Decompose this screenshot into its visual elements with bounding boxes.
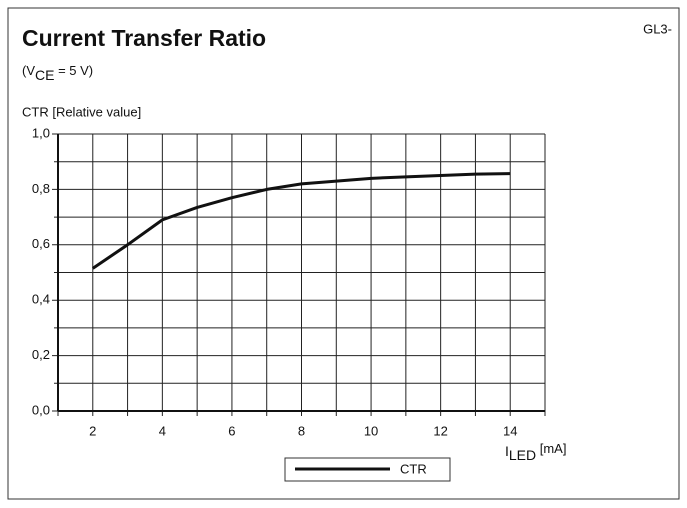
data-line xyxy=(91,172,511,270)
x-tick-label: 14 xyxy=(503,423,517,438)
legend-label: CTR xyxy=(400,461,427,476)
y-tick-label: 0,8 xyxy=(32,181,50,196)
y-tick-label: 0,6 xyxy=(32,236,50,251)
x-tick-label: 8 xyxy=(298,423,305,438)
x-tick-label: 2 xyxy=(89,423,96,438)
figure-code: GL3- xyxy=(643,21,672,36)
y-tick-label: 1,0 xyxy=(32,125,50,140)
subtitle-sub: CE xyxy=(35,67,54,83)
y-tick-label: 0,2 xyxy=(32,347,50,362)
frame xyxy=(7,7,680,500)
y-tick-label: 0,0 xyxy=(32,402,50,417)
x-tick-label: 10 xyxy=(364,423,378,438)
chart-title: Current Transfer Ratio xyxy=(22,25,266,51)
x-label-part: [mA] xyxy=(536,441,566,456)
subtitle-part: (V xyxy=(22,63,35,78)
subtitle-part: = 5 V) xyxy=(54,63,93,78)
x-label-part: I xyxy=(505,443,509,459)
y-axis-label: CTR [Relative value] xyxy=(22,104,141,119)
x-tick-label: 4 xyxy=(159,423,166,438)
x-axis-label: ILED [mA] xyxy=(505,441,566,462)
x-label-sub: LED xyxy=(509,447,536,463)
x-tick-label: 12 xyxy=(433,423,447,438)
y-tick-label: 0,4 xyxy=(32,292,50,307)
subtitle: (VCE = 5 V) xyxy=(22,63,93,82)
x-tick-label: 6 xyxy=(228,423,235,438)
